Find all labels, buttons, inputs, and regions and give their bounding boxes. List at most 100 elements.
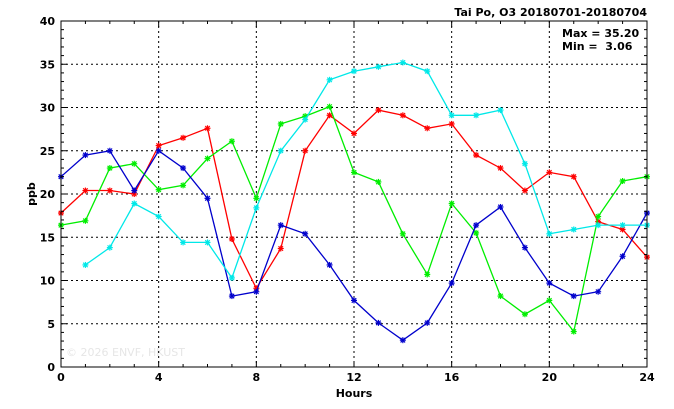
data-point: [399, 59, 406, 66]
data-point: [399, 230, 406, 237]
data-point: [448, 120, 455, 127]
data-point: [106, 147, 113, 154]
data-point: [228, 274, 235, 281]
y-tick-label: 30: [40, 102, 56, 115]
data-point: [204, 155, 211, 162]
x-tick-label: 24: [639, 371, 655, 384]
data-point: [131, 200, 138, 207]
max-label: Max = 35.20: [562, 27, 639, 40]
data-point: [570, 293, 577, 300]
y-tick-label: 5: [47, 318, 55, 331]
data-point: [619, 222, 626, 229]
data-point: [204, 239, 211, 246]
data-point: [155, 213, 162, 220]
data-point: [82, 261, 89, 268]
series-line: [85, 61, 647, 280]
y-tick-labels: 0 5 10 15 20 25 30 35 40: [40, 15, 56, 374]
data-point: [228, 138, 235, 145]
data-point: [424, 68, 431, 75]
y-tick-label: 20: [40, 188, 56, 201]
y-tick-label: 40: [40, 15, 56, 28]
data-point: [228, 293, 235, 300]
data-point: [326, 103, 333, 110]
data-point: [497, 293, 504, 300]
data-point: [106, 244, 113, 251]
data-point: [302, 230, 309, 237]
data-point: [497, 165, 504, 172]
y-axis-label: ppb: [25, 182, 38, 206]
data-point: [277, 222, 284, 229]
series-layer: [58, 59, 650, 344]
x-tick-label: 8: [253, 371, 261, 384]
data-point: [619, 253, 626, 260]
data-point: [180, 182, 187, 189]
data-point: [546, 169, 553, 176]
x-tick-label: 16: [444, 371, 460, 384]
data-point: [180, 239, 187, 246]
data-point: [351, 130, 357, 137]
data-point: [424, 125, 431, 132]
data-point: [546, 230, 553, 237]
data-point: [375, 63, 382, 70]
data-point: [277, 245, 284, 252]
data-point: [595, 288, 602, 295]
data-point: [204, 195, 211, 202]
y-tick-label: 25: [40, 145, 55, 158]
data-point: [253, 204, 260, 211]
x-axis-label: Hours: [336, 387, 373, 400]
series-1: [58, 107, 650, 292]
data-point: [448, 280, 455, 287]
data-point: [448, 200, 455, 207]
data-point: [375, 107, 382, 114]
x-tick-label: 20: [542, 371, 558, 384]
data-point: [277, 120, 284, 127]
data-point: [619, 178, 626, 185]
watermark: © 2026 ENVF, HKUST: [66, 346, 185, 359]
data-point: [82, 187, 89, 194]
data-point: [106, 165, 113, 172]
x-tick-label: 0: [57, 371, 65, 384]
series-4: [82, 59, 650, 281]
data-point: [204, 125, 211, 132]
y-tick-label: 15: [40, 231, 55, 244]
y-tick-label: 10: [40, 275, 56, 288]
data-point: [473, 229, 480, 236]
data-point: [302, 147, 309, 154]
data-point: [277, 147, 284, 154]
data-point: [570, 173, 577, 180]
data-point: [351, 169, 357, 176]
axis-ticks: [60, 20, 648, 368]
data-point: [155, 186, 162, 193]
data-point: [595, 213, 602, 220]
data-point: [326, 261, 333, 268]
data-point: [131, 187, 138, 194]
data-point: [497, 107, 504, 114]
data-point: [473, 152, 480, 159]
data-point: [131, 160, 138, 167]
y-tick-label: 0: [47, 361, 55, 374]
data-point: [399, 337, 406, 344]
x-tick-label: 4: [155, 371, 163, 384]
data-point: [228, 235, 235, 242]
data-point: [253, 288, 260, 295]
data-point: [326, 76, 333, 83]
series-2: [58, 103, 650, 335]
min-label: Min = 3.06: [562, 40, 633, 53]
data-point: [521, 187, 528, 194]
data-point: [619, 226, 626, 233]
data-point: [375, 319, 382, 326]
series-3: [58, 147, 650, 344]
data-point: [497, 203, 504, 210]
data-point: [326, 112, 333, 119]
data-point: [546, 280, 553, 287]
data-point: [302, 116, 309, 123]
data-point: [521, 244, 528, 251]
data-point: [570, 328, 577, 335]
data-point: [351, 68, 357, 75]
data-point: [155, 147, 162, 154]
data-point: [473, 222, 480, 229]
data-point: [521, 311, 528, 318]
data-point: [155, 142, 162, 149]
data-point: [180, 134, 187, 141]
